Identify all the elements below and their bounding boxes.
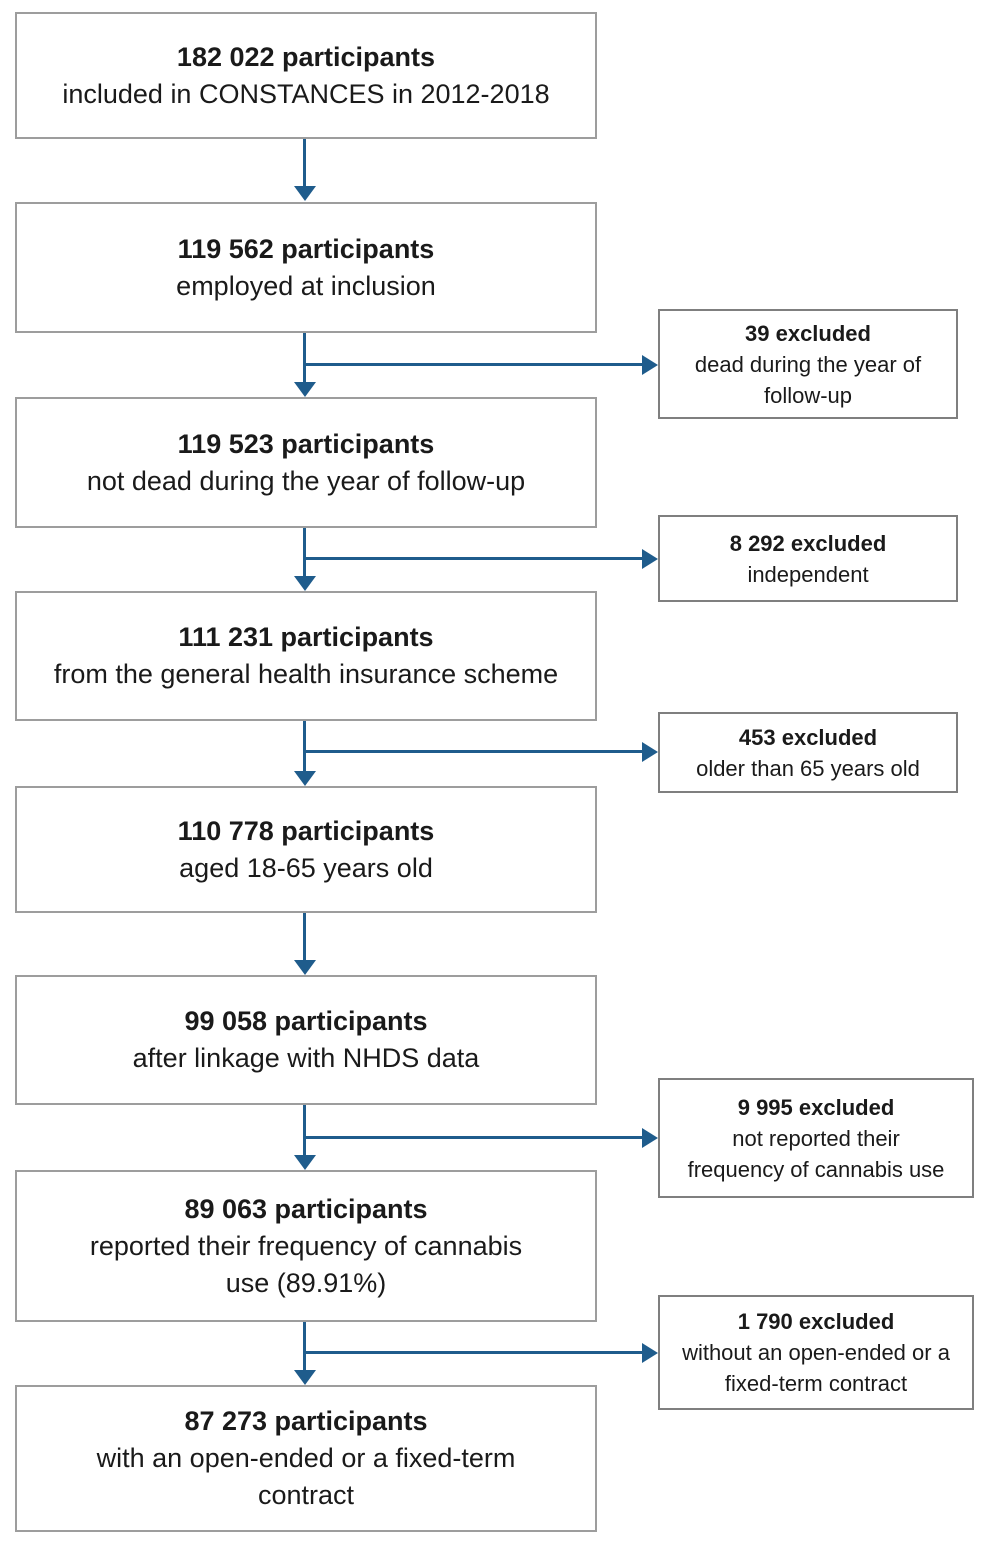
box-count: 119 523 participants [177,428,435,459]
box-count: 119 562 participants [177,233,435,264]
box-desc-line: use (89.91%) [225,1267,387,1298]
box-count: 39 excluded [745,320,871,346]
flow-box-employment-contract: 87 273 participants with an open-ended o… [15,1385,597,1532]
branch-line-5 [304,1351,642,1354]
box-desc-line: included in CONSTANCES in 2012-2018 [62,78,550,109]
box-desc-line: reported their frequency of cannabis [89,1230,523,1261]
arrow-head-down-icon [294,576,316,591]
arrow-head-down-icon [294,382,316,397]
box-desc-line: older than 65 years old [696,755,920,781]
box-desc-line: contract [257,1480,355,1510]
box-desc-line: frequency of cannabis use [687,1156,945,1182]
exclusion-box-frequency-not-reported: 9 995 excluded not reported their freque… [658,1078,974,1198]
branch-line-3 [304,750,642,753]
flow-box-nhds-linkage: 99 058 participants after linkage with N… [15,975,597,1105]
flow-box-cannabis-frequency-reported: 89 063 participants reported their frequ… [15,1170,597,1322]
arrow-head-down-icon [294,186,316,201]
box-desc-line: after linkage with NHDS data [132,1043,480,1073]
box-count: 87 273 participants [184,1406,428,1436]
flow-box-included-constances: 182 022 participants included in CONSTAN… [15,12,597,139]
box-desc-line: from the general health insurance scheme [53,659,559,689]
arrow-line-vertical-7 [303,1322,306,1370]
box-count: 1 790 excluded [737,1309,895,1334]
branch-line-1 [304,363,642,366]
arrow-head-down-icon [294,960,316,975]
arrow-head-down-icon [294,1155,316,1170]
exclusion-box-independent: 8 292 excluded independent [658,515,958,602]
box-desc-line: without an open-ended or a [682,1340,950,1365]
box-count: 99 058 participants [184,1006,428,1036]
arrow-line-vertical-4 [303,721,306,771]
arrow-head-down-icon [294,771,316,786]
box-desc-line: employed at inclusion [176,270,436,301]
box-desc-line: independent [747,561,869,587]
box-count: 182 022 participants [176,41,436,72]
box-desc-line: aged 18-65 years old [179,852,433,883]
box-count: 8 292 excluded [729,530,887,556]
arrow-head-right-icon [642,549,658,569]
arrow-line-vertical-5 [303,913,306,960]
box-desc-line: dead during the year of [694,351,922,377]
arrow-line-vertical-2 [303,333,306,382]
box-count: 9 995 excluded [737,1094,895,1120]
arrow-head-right-icon [642,1128,658,1148]
arrow-head-down-icon [294,1370,316,1385]
box-desc-line: with an open-ended or a fixed-term [96,1443,516,1473]
flow-box-general-health-insurance: 111 231 participants from the general he… [15,591,597,721]
box-desc-line: fixed-term contract [724,1371,908,1396]
flow-box-aged-18-65: 110 778 participants aged 18-65 years ol… [15,786,597,913]
arrow-line-vertical-6 [303,1105,306,1155]
flow-box-employed-at-inclusion: 119 562 participants employed at inclusi… [15,202,597,333]
box-desc-line: not reported their [732,1125,900,1151]
box-desc-line: follow-up [763,382,853,408]
exclusion-box-dead-follow-up: 39 excluded dead during the year of foll… [658,309,958,419]
box-desc-line: not dead during the year of follow-up [86,465,526,496]
exclusion-box-no-contract: 1 790 excluded without an open-ended or … [658,1295,974,1410]
flow-box-not-dead-follow-up: 119 523 participants not dead during the… [15,397,597,528]
arrow-line-vertical-1 [303,139,306,186]
box-count: 453 excluded [738,724,878,750]
arrow-head-right-icon [642,742,658,762]
exclusion-box-older-than-65: 453 excluded older than 65 years old [658,712,958,793]
box-count: 89 063 participants [184,1193,428,1224]
branch-line-4 [304,1136,642,1139]
arrow-line-vertical-3 [303,528,306,576]
arrow-head-right-icon [642,1343,658,1363]
branch-line-2 [304,557,642,560]
box-count: 111 231 participants [178,622,434,652]
arrow-head-right-icon [642,355,658,375]
box-count: 110 778 participants [177,815,435,846]
